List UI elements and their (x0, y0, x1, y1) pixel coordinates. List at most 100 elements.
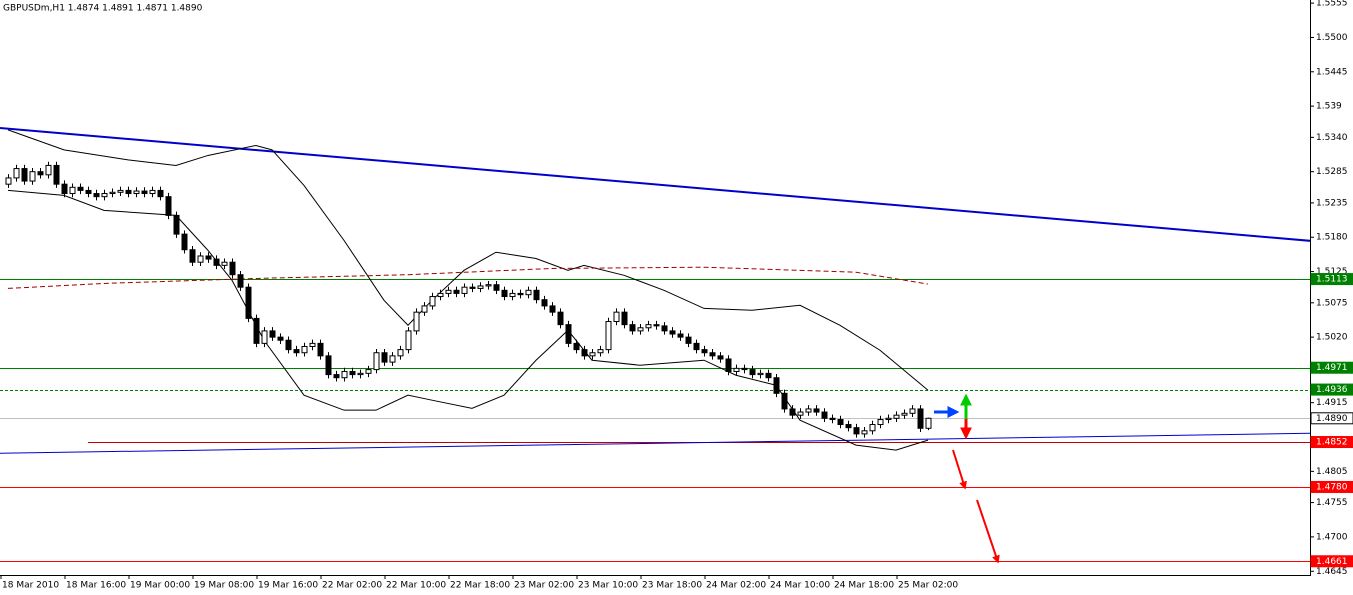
candle-body (781, 392, 788, 410)
y-tick-label: 1.5445 (1316, 67, 1348, 77)
candle-body (765, 372, 772, 379)
candle-body (917, 408, 924, 429)
arrow-down (976, 499, 1000, 564)
candle-body (733, 367, 740, 372)
candle-body (445, 289, 452, 294)
candle-body (709, 352, 716, 357)
candle-body (573, 342, 580, 351)
candle-body (285, 339, 292, 351)
y-tick-label: 1.5500 (1316, 33, 1348, 43)
candle-body (517, 292, 524, 296)
candle-body (173, 214, 180, 235)
candle-body (301, 345, 308, 354)
candle-body (597, 349, 604, 354)
x-tick-label: 24 Mar 02:00 (706, 581, 766, 591)
candle-body (629, 324, 636, 332)
candle-body (205, 255, 212, 260)
x-tick-label: 23 Mar 10:00 (578, 581, 638, 591)
candle-body (797, 411, 804, 416)
y-tick-label: 1.4755 (1316, 498, 1348, 508)
candle-body (317, 342, 324, 357)
candle-body (125, 189, 132, 195)
candle-body (477, 285, 484, 289)
trend-line (0, 432, 1310, 454)
level-label: 1.4852 (1316, 438, 1348, 448)
candle-body (69, 186, 76, 195)
candle-body (229, 261, 236, 276)
level-label: 1.4890 (1316, 414, 1348, 424)
candle-body (509, 292, 516, 298)
x-tick-label: 19 Mar 00:00 (130, 581, 190, 591)
candle-body (829, 417, 836, 421)
candle-body (653, 324, 660, 327)
level-label-box (1310, 480, 1353, 493)
candle-body (149, 189, 156, 195)
candle-body (901, 412, 908, 416)
candle-body (581, 349, 588, 357)
candle-body (21, 168, 28, 182)
candle-body (29, 171, 36, 182)
candle-body (181, 233, 188, 251)
candle-body (789, 408, 796, 416)
candle-body (773, 377, 780, 394)
candle-body (485, 284, 492, 287)
level-label: 1.4780 (1316, 482, 1348, 492)
level-label-box (1310, 412, 1353, 425)
candle-body (837, 419, 844, 426)
y-tick-label: 1.5235 (1316, 198, 1348, 208)
candle-body (813, 408, 820, 413)
candle-body (13, 168, 20, 179)
indicator-line (7, 266, 929, 289)
y-tick-label: 1.5020 (1316, 333, 1348, 343)
chart-header: GBPUSDm,H1 1.4874 1.4891 1.4871 1.4890 (3, 4, 203, 14)
candle-body (621, 311, 628, 326)
candle-body (117, 189, 124, 193)
y-tick-label: 1.5340 (1316, 133, 1348, 143)
x-tick-label: 18 Mar 2010 (2, 581, 59, 591)
candle-body (77, 186, 84, 191)
candle-body (197, 255, 204, 263)
candle-body (389, 355, 396, 363)
level-label: 1.4936 (1316, 385, 1348, 395)
candle-body (861, 430, 868, 435)
candle-body (325, 355, 332, 376)
candle-body (845, 424, 852, 429)
y-tick-label: 1.4805 (1316, 467, 1348, 477)
x-tick-label: 24 Mar 18:00 (834, 581, 894, 591)
y-tick-label: 1.5555 (1316, 0, 1348, 9)
candle-body (469, 286, 476, 289)
candle-body (757, 372, 764, 376)
y-tick-label: 1.5285 (1316, 167, 1348, 177)
arrow-down (952, 449, 967, 490)
candle-body (373, 352, 380, 371)
candle-body (669, 330, 676, 335)
candle-body (109, 191, 116, 195)
x-tick-label: 23 Mar 02:00 (514, 581, 574, 591)
candle-body (277, 336, 284, 341)
candle-body (213, 258, 220, 266)
candle-body (397, 349, 404, 357)
candle-body (893, 414, 900, 419)
candle-body (165, 196, 172, 216)
y-tick-label: 1.539 (1316, 102, 1342, 112)
candle-body (661, 325, 668, 332)
x-tick-label: 24 Mar 10:00 (770, 581, 830, 591)
candle-body (421, 305, 428, 313)
candle-body (333, 374, 340, 379)
candle-body (341, 370, 348, 379)
candle-body (885, 417, 892, 421)
candle-body (805, 408, 812, 413)
candle-body (37, 171, 44, 176)
x-tick-label: 22 Mar 10:00 (386, 581, 446, 591)
candle-body (157, 189, 164, 198)
candle-body (701, 349, 708, 354)
candle-body (869, 424, 876, 432)
candle-body (245, 286, 252, 319)
candle-body (133, 190, 140, 195)
candle-body (357, 372, 364, 376)
candle-body (101, 193, 108, 198)
candle-body (405, 330, 412, 351)
candle-body (725, 358, 732, 372)
candle-body (293, 349, 300, 354)
